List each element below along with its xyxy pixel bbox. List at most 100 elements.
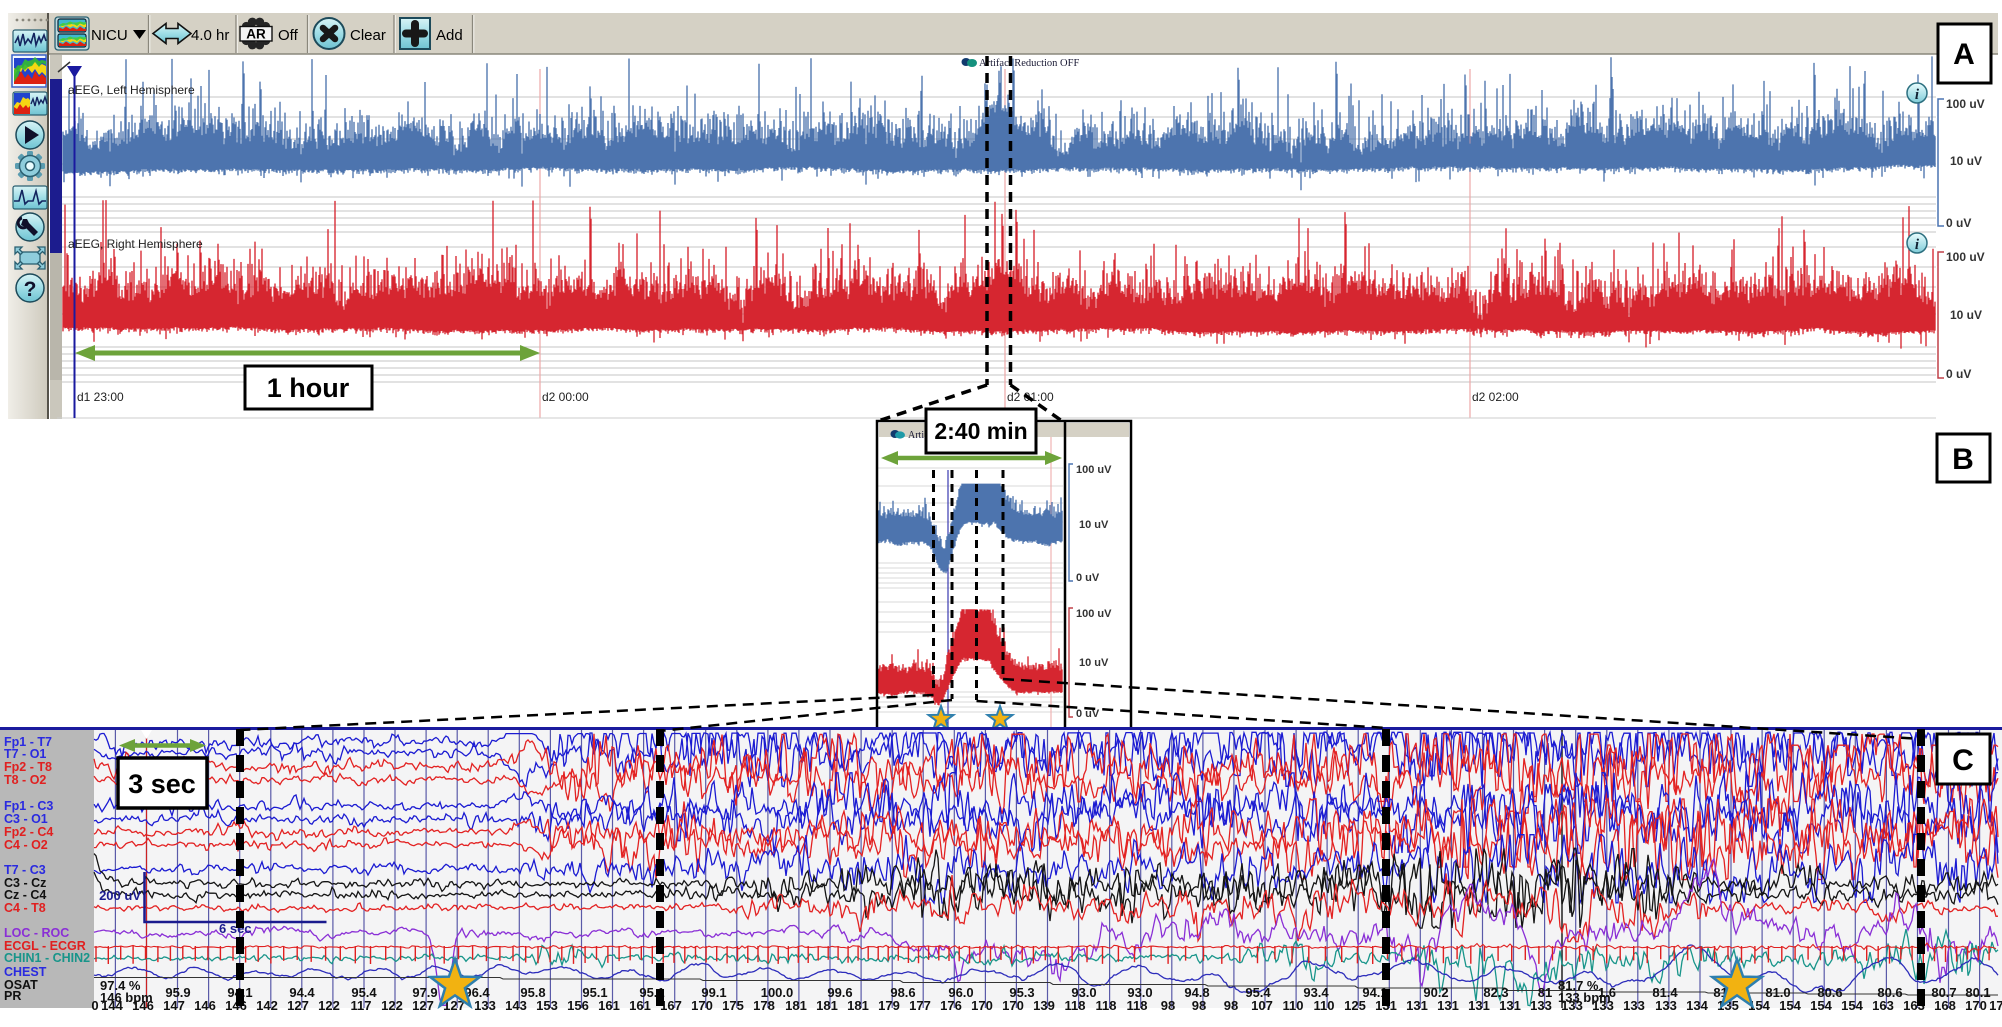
svg-text:94.1: 94.1 [1362,985,1387,1000]
svg-text:0 uV: 0 uV [1076,572,1100,584]
svg-text:167: 167 [660,998,682,1013]
svg-text:LOC - ROC: LOC - ROC [4,926,69,940]
svg-text:133 bpm: 133 bpm [1558,990,1611,1005]
svg-text:80.7: 80.7 [1931,985,1956,1000]
svg-text:122: 122 [381,998,403,1013]
svg-text:CHIN1 - CHIN2: CHIN1 - CHIN2 [4,951,90,965]
svg-text:95.8: 95.8 [520,985,545,1000]
svg-text:143: 143 [505,998,527,1013]
svg-text:170: 170 [691,998,713,1013]
svg-text:C4 - T8: C4 - T8 [4,901,46,915]
svg-text:170: 170 [1989,998,2002,1013]
svg-text:0 uV: 0 uV [1946,367,1971,381]
svg-text:100 uV: 100 uV [1946,97,1985,111]
svg-text:AR: AR [246,27,266,42]
svg-text:179: 179 [878,998,900,1013]
svg-text:93.0: 93.0 [1071,985,1096,1000]
svg-text:147: 147 [163,998,185,1013]
svg-text:i: i [1915,237,1920,253]
svg-text:154: 154 [1779,998,1801,1013]
svg-text:144: 144 [101,998,123,1013]
svg-text:163: 163 [1872,998,1894,1013]
svg-text:80.1: 80.1 [1965,985,1990,1000]
svg-text:97.9: 97.9 [412,985,437,1000]
svg-text:125: 125 [1344,998,1366,1013]
svg-text:153: 153 [536,998,558,1013]
svg-text:98: 98 [1161,998,1175,1013]
svg-text:96.4: 96.4 [464,985,490,1000]
svg-text:181: 181 [785,998,807,1013]
svg-text:10 uV: 10 uV [1079,519,1109,531]
svg-text:146: 146 [132,998,154,1013]
svg-text:133: 133 [1623,998,1645,1013]
svg-text:170: 170 [1002,998,1024,1013]
svg-text:154: 154 [1810,998,1832,1013]
svg-text:178: 178 [753,998,775,1013]
svg-text:93.0: 93.0 [1127,985,1152,1000]
svg-text:161: 161 [629,998,651,1013]
svg-text:81.4: 81.4 [1652,985,1678,1000]
svg-text:81.0: 81.0 [1765,985,1790,1000]
svg-text:1 hour: 1 hour [267,373,350,403]
svg-text:94.4: 94.4 [289,985,315,1000]
svg-text:10 uV: 10 uV [1079,657,1109,669]
svg-text:i: i [1915,87,1920,103]
svg-text:127: 127 [287,998,309,1013]
svg-text:96.0: 96.0 [948,985,973,1000]
svg-text:C3 - O1: C3 - O1 [4,812,48,826]
svg-text:100.0: 100.0 [761,985,794,1000]
svg-text:181: 181 [816,998,838,1013]
svg-text:2:40 min: 2:40 min [934,418,1027,444]
svg-text:200 uV: 200 uV [99,888,141,903]
svg-text:156: 156 [567,998,589,1013]
svg-text:95.1: 95.1 [582,985,607,1000]
svg-text:99.6: 99.6 [827,985,852,1000]
svg-text:98.6: 98.6 [890,985,915,1000]
svg-text:133: 133 [1561,998,1583,1013]
svg-text:80.6: 80.6 [1877,985,1902,1000]
svg-text:95.3: 95.3 [1009,985,1034,1000]
svg-text:97.4 %: 97.4 % [100,978,141,993]
svg-text:139: 139 [1033,998,1055,1013]
svg-text:133: 133 [1530,998,1552,1013]
svg-text:Fp1 - C3: Fp1 - C3 [4,799,53,813]
svg-text:131: 131 [1499,998,1521,1013]
svg-text:170: 170 [1965,998,1987,1013]
svg-text:154: 154 [1841,998,1863,1013]
svg-text:82.3: 82.3 [1483,985,1508,1000]
svg-text:81.7 %: 81.7 % [1558,978,1599,993]
svg-text:C3 - Cz: C3 - Cz [4,876,46,890]
svg-text:133: 133 [1592,998,1614,1013]
svg-text:98: 98 [1224,998,1238,1013]
svg-text:154: 154 [1748,998,1770,1013]
svg-text:133: 133 [1655,998,1677,1013]
svg-text:110: 110 [1283,998,1304,1013]
svg-text:T7 - O1: T7 - O1 [4,747,46,761]
svg-text:Off: Off [278,27,299,44]
svg-text:100 uV: 100 uV [1946,250,1985,264]
svg-text:T8 - O2: T8 - O2 [4,773,46,787]
svg-text:95.4: 95.4 [1245,985,1271,1000]
svg-text:146: 146 [194,998,216,1013]
svg-text:PR: PR [4,989,21,1003]
svg-text:118: 118 [1065,998,1086,1013]
svg-text:127: 127 [443,998,465,1013]
svg-text:131: 131 [1406,998,1428,1013]
svg-text:107: 107 [1251,998,1273,1013]
svg-text:81: 81 [1538,985,1552,1000]
svg-text:3 sec: 3 sec [128,769,196,799]
svg-text:146 bpm: 146 bpm [100,990,153,1005]
svg-text:10 uV: 10 uV [1950,154,1982,168]
svg-text:94.8: 94.8 [1184,985,1209,1000]
svg-text:NICU: NICU [91,27,128,44]
svg-text:118: 118 [1127,998,1148,1013]
svg-text:0 uV: 0 uV [1076,708,1100,720]
svg-text:6 sec: 6 sec [219,921,252,936]
svg-text:134: 134 [1686,998,1708,1013]
svg-text:Fp2 - T8: Fp2 - T8 [4,760,52,774]
svg-text:B: B [1952,443,1974,476]
svg-text:127: 127 [412,998,434,1013]
svg-text:0: 0 [91,998,98,1013]
svg-text:95.4: 95.4 [351,985,377,1000]
svg-text:90.2: 90.2 [1423,985,1448,1000]
